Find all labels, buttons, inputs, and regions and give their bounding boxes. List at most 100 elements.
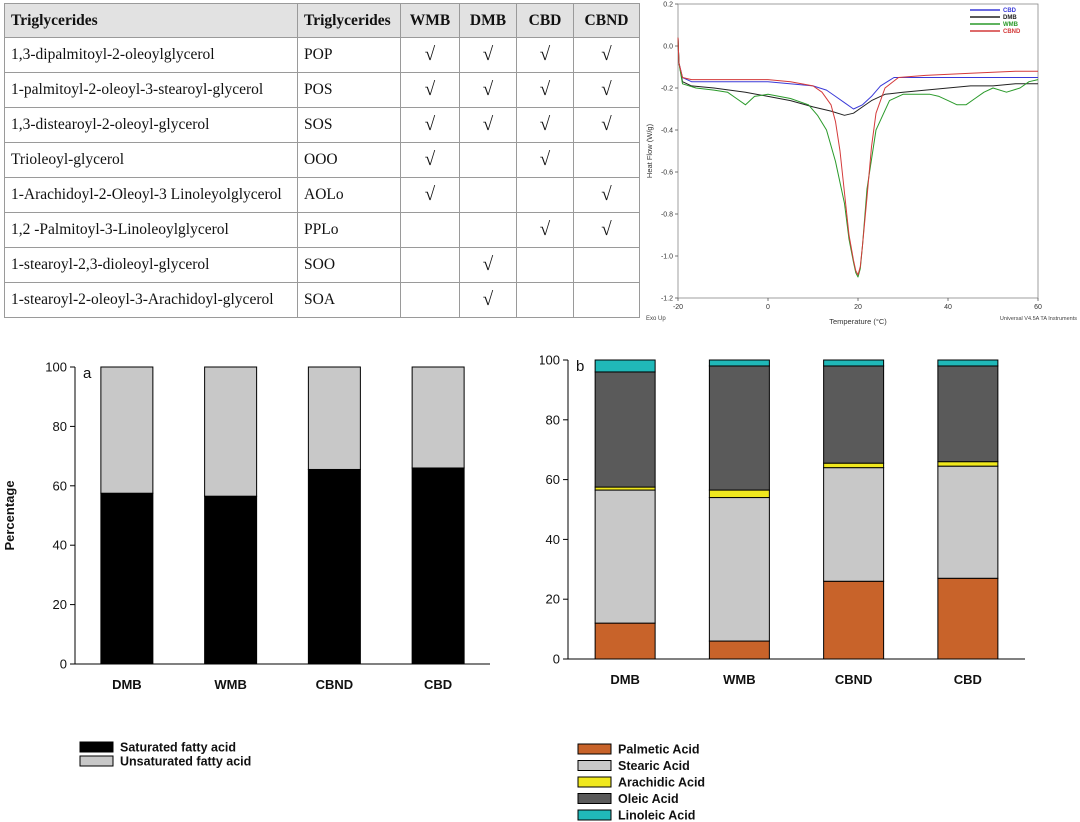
bar-segment-arachidic-acid — [823, 462, 885, 469]
check-mark-cell: √ — [516, 37, 574, 73]
category-label: CBD — [424, 677, 452, 692]
bar-segment-oleic-acid — [937, 365, 999, 463]
triglyceride-abbr-cell: SOO — [297, 247, 401, 283]
y-tick-label: 40 — [546, 532, 560, 547]
legend-swatch — [577, 743, 612, 755]
y-tick-label: -0.8 — [661, 212, 673, 219]
bar-segment-unsaturated-fatty-acid — [307, 366, 361, 470]
check-mark-cell: √ — [516, 142, 574, 178]
category-label: CBD — [954, 672, 982, 687]
triglyceride-abbr-cell: POP — [297, 37, 401, 73]
legend-label: Palmetic Acid — [618, 743, 700, 757]
triglyceride-abbr-cell: SOS — [297, 107, 401, 143]
triglyceride-table: Triglycerides Triglycerides WMB DMB CBD … — [4, 3, 640, 318]
y-tick-label: 0 — [60, 657, 67, 672]
y-tick-label: -0.6 — [661, 170, 673, 177]
series-line-dmb — [677, 37, 1038, 116]
bar-segment-oleic-acid — [594, 371, 656, 488]
bar-segment-stearic-acid — [823, 467, 885, 582]
legend-label: Saturated fatty acid — [120, 741, 236, 755]
check-mark-cell: √ — [459, 282, 517, 318]
plot-frame — [677, 3, 1039, 299]
bar-segment-saturated-fatty-acid — [307, 468, 361, 665]
empty-cell — [516, 282, 574, 318]
empty-cell — [400, 247, 460, 283]
y-tick-label: -0.2 — [661, 86, 673, 93]
bar-segment-saturated-fatty-acid — [411, 467, 465, 665]
triglyceride-name-cell: 1,3-dipalmitoyl-2-oleoylglycerol — [4, 37, 298, 73]
check-mark-cell: √ — [516, 72, 574, 108]
exo-up-label: Exo Up — [646, 316, 666, 322]
x-tick-label: 20 — [854, 304, 862, 311]
legend-label: WMB — [1003, 22, 1019, 28]
y-tick-label: -0.4 — [661, 128, 673, 135]
y-tick-label: 100 — [540, 353, 560, 368]
table-row: 1,2 -Palmitoyl-3-Linoleoylglycerol PPLo √ √ — [4, 212, 640, 248]
table-row: 1-Arachidoyl-2-Oleoyl-3 Linoleyolglycero… — [4, 177, 640, 213]
triglyceride-name-cell: Trioleoyl-glycerol — [4, 142, 298, 178]
bar-segment-stearic-acid — [594, 489, 656, 624]
triglyceride-name-cell: 1-stearoyl-2,3-dioleoyl-glycerol — [4, 247, 298, 283]
panel-label: a — [83, 365, 92, 382]
check-mark-cell: √ — [573, 212, 640, 248]
y-tick-label: 20 — [546, 592, 560, 607]
triglyceride-abbr-cell: POS — [297, 72, 401, 108]
table-row: 1-palmitoyl-2-oleoyl-3-stearoyl-glycerol… — [4, 72, 640, 108]
bar-segment-saturated-fatty-acid — [204, 495, 258, 665]
y-tick-label: -1.0 — [661, 254, 673, 261]
fatty-acid-saturation-chart: 0 20 40 60 80 100 Percentage a DMB WMB CBND CBD Satu… — [2, 360, 490, 769]
bar-segment-linoleic-acid — [823, 359, 885, 367]
legend-swatch — [577, 793, 612, 804]
y-tick-label: 100 — [45, 360, 67, 375]
y-tick-label: 60 — [546, 472, 560, 487]
triglyceride-name-cell: 1-Arachidoyl-2-Oleoyl-3 Linoleyolglycero… — [4, 177, 298, 213]
bar-segment-unsaturated-fatty-acid — [100, 366, 154, 494]
category-label: DMB — [112, 677, 142, 692]
instrument-label: Universal V4.5A TA Instruments — [1000, 316, 1077, 322]
bar-segment-palmetic-acid — [823, 580, 885, 660]
legend-label: Unsaturated fatty acid — [120, 755, 251, 769]
fatty-acid-composition-chart: 020406080100PercentagebDMBWMBCBNDCBDPalm… — [540, 353, 1025, 822]
empty-cell — [516, 247, 574, 283]
category-label: WMB — [723, 672, 756, 687]
header-cell: Triglycerides — [4, 3, 298, 38]
legend-swatch — [577, 760, 612, 771]
x-tick-label: 60 — [1034, 304, 1042, 311]
series-line-wmb — [677, 37, 1039, 278]
category-label: DMB — [610, 672, 640, 687]
dsc-thermogram-chart: 0.2 0.0 -0.2 -0.4 -0.6 -0.8 -1.0 -1.2-20 0 20 40 60… — [645, 2, 1077, 327]
legend-label: Linoleic Acid — [618, 809, 695, 822]
y-axis-label: Heat Flow (W/g) — [645, 123, 654, 178]
table-header-row: Triglycerides Triglycerides WMB DMB CBD … — [4, 3, 640, 38]
check-mark-cell: √ — [573, 37, 640, 73]
legend-swatch — [577, 809, 612, 821]
legend-swatch — [79, 755, 114, 767]
bar-segment-linoleic-acid — [708, 359, 770, 367]
y-tick-label: 80 — [546, 412, 560, 427]
table-row: 1,3-distearoyl-2-oleoyl-glycerol SOS √ √ √ √ — [4, 107, 640, 143]
bar-segment-saturated-fatty-acid — [100, 492, 154, 665]
header-cell: CBND — [573, 3, 640, 38]
x-tick-label: 40 — [944, 304, 952, 311]
legend-label: CBD — [1003, 8, 1017, 14]
x-tick-label: 0 — [766, 304, 770, 311]
empty-cell — [400, 282, 460, 318]
x-axis-label: Temperature (°C) — [829, 317, 887, 326]
empty-cell — [573, 142, 640, 178]
bar-segment-stearic-acid — [708, 497, 770, 642]
triglyceride-name-cell: 1,3-distearoyl-2-oleoyl-glycerol — [4, 107, 298, 143]
y-tick-label: 20 — [53, 597, 67, 612]
bar-segment-oleic-acid — [708, 365, 770, 491]
triglyceride-abbr-cell: PPLo — [297, 212, 401, 248]
legend-label: Arachidic Acid — [618, 776, 705, 790]
check-mark-cell: √ — [400, 37, 460, 73]
bar-segment-linoleic-acid — [937, 359, 999, 367]
triglyceride-abbr-cell: AOLo — [297, 177, 401, 213]
y-tick-label: 0 — [553, 652, 560, 667]
category-label: CBND — [316, 677, 354, 692]
empty-cell — [400, 212, 460, 248]
header-cell: CBD — [516, 3, 574, 38]
legend-label: Oleic Acid — [618, 792, 679, 806]
check-mark-cell: √ — [400, 177, 460, 213]
triglyceride-name-cell: 1,2 -Palmitoyl-3-Linoleoylglycerol — [4, 212, 298, 248]
